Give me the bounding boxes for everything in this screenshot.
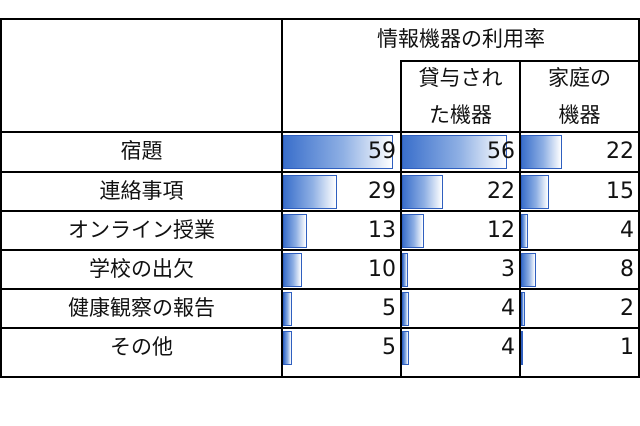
data-bar [521,331,523,365]
table-right-border [638,18,640,378]
column-header-line-1: 貸与され [418,66,503,90]
data-bar [521,174,549,209]
row-label: 宿題 [120,139,163,163]
data-bar [402,291,409,326]
data-bar [283,291,292,326]
column-header-line-1: 家庭の [548,66,611,90]
data-value: 5 [382,295,396,321]
row-divider [0,210,640,212]
data-value: 4 [620,217,634,243]
data-bar [402,252,408,287]
row-divider [0,288,640,290]
data-value: 29 [368,178,396,204]
data-value: 4 [501,335,515,360]
table-left-border [0,18,2,378]
row-label: 連絡事項 [99,178,184,203]
row-divider [0,327,640,329]
data-value: 15 [606,178,634,204]
data-value: 22 [487,178,515,204]
data-bar-table: 情報機器の利用率 貸与され た機器 家庭の 機器 宿題 59 56 22 連絡事項 29 2… [0,18,640,378]
data-bar [521,135,562,169]
data-value: 22 [606,139,634,164]
data-bar [283,213,307,248]
column-divider [281,18,283,378]
row-label: その他 [110,335,173,359]
row-label: 学校の出欠 [89,256,194,281]
table-top-border [0,18,640,20]
data-value: 8 [620,256,634,282]
data-bar [402,174,443,209]
data-value: 12 [487,217,515,243]
data-bar [402,331,409,365]
header-bottom-border [0,131,640,133]
data-bar [521,213,528,248]
data-bar [521,291,525,326]
column-divider [519,60,521,378]
data-value: 59 [368,139,396,164]
column-header-line-2: た機器 [429,103,492,127]
data-value: 5 [382,335,396,360]
data-bar [283,135,393,169]
column-divider [400,60,402,378]
row-divider [0,249,640,251]
data-value: 3 [501,256,515,282]
data-bar [283,252,302,287]
data-bar [283,331,292,365]
column-header-line-2: 機器 [558,103,601,127]
data-value: 13 [368,217,396,243]
row-label: オンライン授業 [68,217,215,242]
row-label: 健康観察の報告 [68,295,215,320]
data-value: 2 [620,295,634,321]
data-bar [402,135,507,169]
data-bar [283,174,337,209]
data-value: 56 [487,139,515,164]
data-value: 10 [368,256,396,282]
row-divider [0,171,640,173]
table-title: 情報機器の利用率 [377,27,545,51]
data-bar [521,252,536,287]
data-value: 1 [620,335,634,360]
data-bar [402,213,424,248]
data-value: 4 [501,295,515,321]
table-bottom-border [0,376,640,378]
